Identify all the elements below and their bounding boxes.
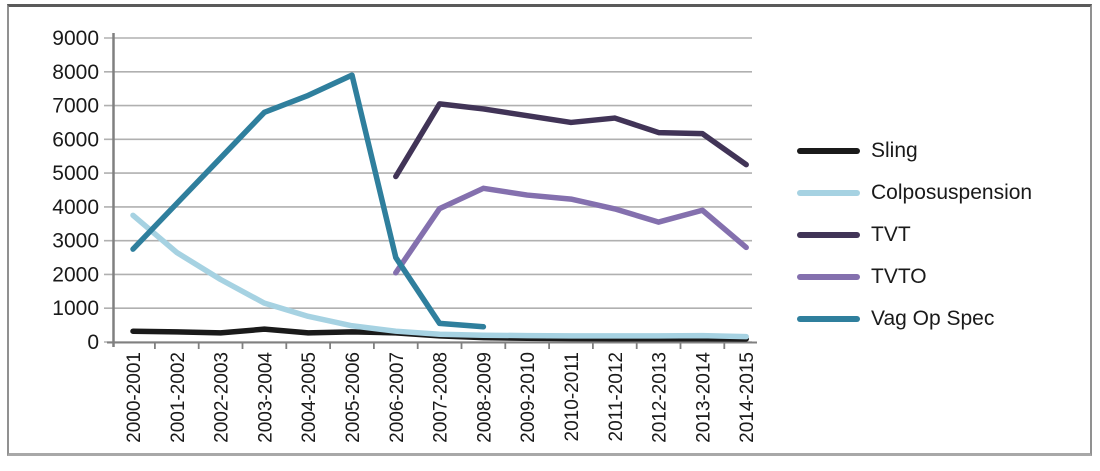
- legend-item-sling: Sling: [797, 130, 1032, 172]
- x-axis-label: 2010-2011: [562, 352, 583, 441]
- legend-swatch-sling: [797, 148, 860, 154]
- series-line-vag-op-spec: [130, 72, 487, 330]
- legend-item-tvt: TVT: [797, 214, 1032, 256]
- legend-swatch-tvt: [797, 232, 860, 238]
- y-axis-label: 3000: [52, 230, 99, 253]
- y-axis-label: 6000: [52, 128, 99, 151]
- legend-label-vag-op-spec: Vag Op Spec: [871, 307, 995, 330]
- series-line-tvt: [393, 101, 749, 180]
- x-axis-label: 2001-2002: [168, 352, 189, 443]
- y-axis-label: 0: [87, 331, 99, 354]
- x-axis-label: 2009-2010: [518, 352, 539, 443]
- x-axis-label: 2004-2005: [299, 352, 320, 443]
- y-axis-label: 8000: [52, 61, 99, 84]
- x-axis-label: 2011-2012: [606, 352, 627, 441]
- legend-swatch-colposuspension: [797, 190, 860, 196]
- y-axis-label: 1000: [52, 297, 99, 320]
- series-line-colposuspension: [130, 212, 749, 340]
- legend-label-tvt: TVT: [871, 223, 911, 246]
- x-axis-label: 2013-2014: [693, 352, 714, 443]
- y-axis-label: 9000: [52, 27, 99, 50]
- x-axis-label: 2000-2001: [124, 352, 145, 443]
- x-axis-label: 2005-2006: [343, 352, 364, 443]
- series-line-tvto: [393, 185, 749, 276]
- legend-label-colposuspension: Colposuspension: [871, 181, 1033, 204]
- x-axis-label: 2012-2013: [650, 352, 671, 443]
- legend-item-tvto: TVTO: [797, 256, 1032, 298]
- x-axis-label: 2006-2007: [387, 352, 408, 443]
- x-axis-label: 2014-2015: [737, 352, 758, 443]
- legend-swatch-vag-op-spec: [797, 316, 860, 322]
- x-axis-label: 2002-2003: [212, 352, 233, 443]
- y-axis-label: 2000: [52, 263, 99, 286]
- legend-label-tvto: TVTO: [871, 265, 927, 288]
- x-axis-label: 2007-2008: [431, 352, 452, 443]
- legend-swatch-tvto: [797, 274, 860, 280]
- y-axis-label: 7000: [52, 95, 99, 118]
- legend-item-vag-op-spec: Vag Op Spec: [797, 298, 1032, 340]
- legend-item-colposuspension: Colposuspension: [797, 172, 1032, 214]
- y-axis-label: 4000: [52, 196, 99, 219]
- y-axis-label: 5000: [52, 162, 99, 185]
- legend: Sling Colposuspension TVT TVTO Vag Op Sp…: [797, 130, 1032, 340]
- chart-frame: [7, 4, 1092, 456]
- legend-label-sling: Sling: [871, 139, 918, 162]
- x-axis-label: 2003-2004: [255, 352, 276, 443]
- x-axis-label: 2008-2009: [474, 352, 495, 443]
